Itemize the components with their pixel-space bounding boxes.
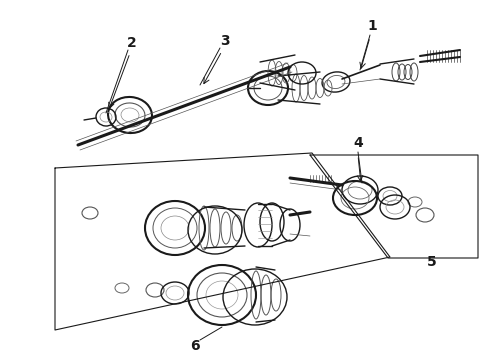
Text: 6: 6 (190, 339, 200, 353)
Text: 2: 2 (127, 36, 137, 50)
Text: 4: 4 (353, 136, 363, 150)
Text: 3: 3 (220, 34, 230, 48)
Text: 1: 1 (367, 19, 377, 33)
Text: 5: 5 (427, 255, 437, 269)
